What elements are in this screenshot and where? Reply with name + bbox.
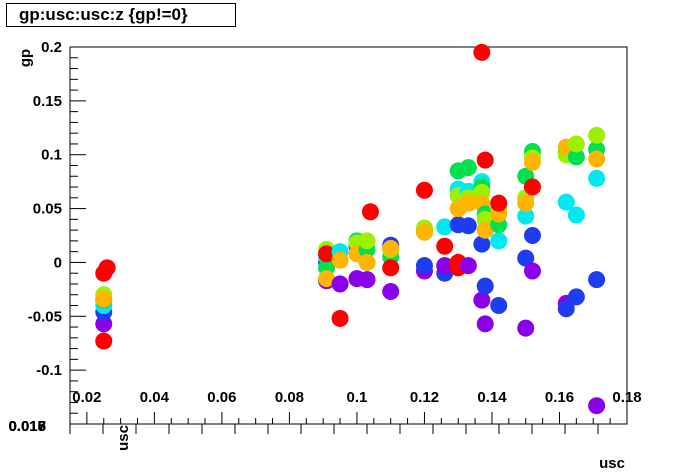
data-point [358,253,376,271]
lower-axis-tick-label: 0.018 [8,418,46,435]
data-point [523,178,541,196]
y-tick-label: 0.2 [41,39,62,56]
data-point [476,221,494,239]
x-tick-label: 0.08 [275,389,304,406]
data-point [473,291,491,309]
x-tick-label: 0.12 [410,389,439,406]
data-points [95,43,606,415]
data-point [588,126,606,144]
data-point [415,181,433,199]
data-point [415,223,433,241]
x-axis-title: usc [599,455,625,472]
data-point [523,153,541,171]
data-point [588,397,606,415]
x-tick-label: 0.1 [347,389,368,406]
lower-axis-tick-label: 0.017 [8,418,46,435]
data-point [523,227,541,244]
data-point [490,232,508,250]
y-tick-label: -0.05 [28,308,62,325]
lower-axis-tick-label: 0.016 [8,418,46,435]
data-point [517,319,535,337]
data-point [557,193,575,211]
data-point [567,148,585,166]
data-point [517,194,535,212]
x-tick-label: 0.02 [72,389,101,406]
data-point [358,271,376,289]
data-point [382,239,400,257]
plot-border [69,46,628,425]
data-point [490,297,508,315]
data-point [95,332,113,350]
data-point [331,251,349,269]
data-point [473,43,491,61]
data-point [517,207,535,225]
data-point [567,135,585,153]
data-point [588,169,606,187]
data-point [588,150,606,168]
data-point [415,257,433,275]
data-point [361,203,379,221]
lower-axis-tick-label: 0.015 [8,418,46,435]
data-point [517,249,535,267]
y-axis-ticks: 0.2 0.15 0.1 0.05 0 -0.05 -0.1 [28,39,86,425]
lower-axis-title: usc [115,425,132,451]
data-point [473,235,491,253]
x-axis-ticks: 0.02 0.04 0.06 0.08 0.1 0.12 0.14 0.16 0.18 [69,389,642,424]
chart-title: gp:usc:usc:z {gp!=0} [6,3,236,27]
data-point [436,218,454,236]
data-point [567,206,585,224]
data-point [318,245,336,263]
data-point [476,315,494,333]
data-point [331,275,349,293]
data-point [98,259,116,277]
data-point [459,257,477,275]
x-tick-label: 0.16 [545,389,574,406]
x-tick-label: 0.06 [207,389,236,406]
data-point [476,151,494,169]
data-point [95,290,113,308]
data-point [436,237,454,255]
y-tick-label: 0.05 [33,201,62,218]
data-point [95,315,113,333]
data-point [523,262,541,280]
y-tick-label: 0.15 [33,93,62,110]
x-tick-label: 0.04 [140,389,170,406]
data-point [331,309,349,327]
data-point [459,194,477,212]
data-point [476,277,494,295]
data-point [358,232,376,250]
plot-frame [69,46,628,425]
data-point [382,283,400,301]
x-tick-label: 0.14 [477,389,507,406]
data-point [318,270,336,288]
data-point [557,300,575,318]
y-axis-title: gp [17,49,34,67]
y-tick-label: 0 [54,254,62,271]
y-tick-label: -0.1 [36,362,62,379]
y-tick-label: 0.1 [41,147,62,164]
data-point [459,159,477,177]
x-tick-label: 0.18 [612,389,641,406]
data-point [459,217,477,235]
data-point [567,288,585,306]
data-point [588,271,606,289]
data-point [436,257,454,275]
data-point [382,259,400,277]
data-point [490,194,508,212]
